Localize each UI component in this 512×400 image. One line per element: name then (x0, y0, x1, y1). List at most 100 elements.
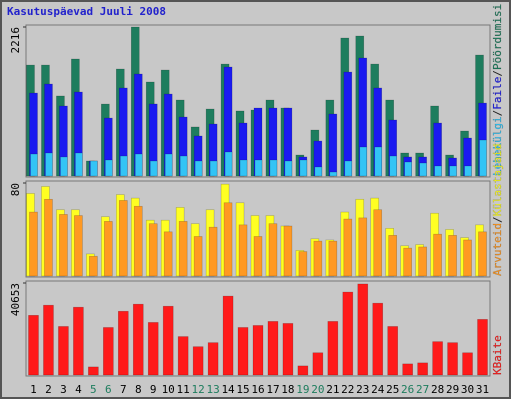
bar (90, 160, 98, 177)
legend-label: Faile (491, 77, 504, 110)
bar (254, 159, 263, 177)
bar (253, 236, 263, 277)
legend-separator: / (491, 110, 504, 117)
bar (314, 166, 323, 177)
bar (209, 160, 218, 177)
bar (207, 342, 219, 376)
bar (105, 159, 113, 177)
bar (73, 306, 84, 376)
bar (224, 151, 233, 177)
x-tick-label: 7 (120, 383, 127, 396)
bar (44, 198, 53, 277)
bar (118, 200, 128, 277)
x-tick-label: 28 (431, 383, 444, 396)
bar (448, 235, 457, 277)
bar (312, 352, 324, 376)
bar (327, 321, 339, 376)
bar (344, 160, 353, 177)
bar (359, 146, 368, 177)
bar (478, 231, 487, 277)
bar (58, 326, 69, 376)
bar (328, 113, 338, 177)
bar (284, 160, 293, 177)
bar (374, 146, 383, 177)
bar (268, 223, 278, 277)
bar (117, 310, 129, 376)
y-tick-label: 80 (9, 183, 22, 196)
bar (462, 352, 473, 376)
bar (449, 165, 457, 177)
x-tick-label: 12 (192, 383, 205, 396)
x-tick-label: 19 (296, 383, 309, 396)
bar (479, 139, 487, 177)
bar (329, 171, 338, 177)
bar (298, 251, 308, 277)
x-tick-label: 23 (356, 383, 369, 396)
legend: KBaite (491, 335, 504, 375)
legend-separator: / (491, 216, 504, 223)
bar (59, 214, 68, 277)
x-tick-label: 20 (311, 383, 324, 396)
bar (343, 71, 353, 177)
legend-label: KBaite (491, 335, 504, 375)
bar (269, 159, 278, 177)
bar (328, 240, 338, 277)
bar (45, 152, 53, 177)
bar (388, 235, 398, 277)
bar (238, 224, 248, 277)
bar (89, 255, 98, 277)
legend-label: Lehekülgi (491, 116, 504, 176)
legend-separator: / (491, 70, 504, 77)
bar (119, 155, 128, 177)
bar (387, 326, 399, 376)
x-tick-label: 26 (401, 383, 414, 396)
bar (447, 342, 458, 376)
bar (343, 218, 353, 277)
bar (223, 202, 233, 277)
bar (417, 362, 428, 376)
x-tick-label: 4 (75, 383, 82, 396)
bar (149, 160, 158, 177)
bar (404, 161, 412, 177)
bar (192, 346, 204, 376)
bar (104, 221, 113, 277)
x-tick-label: 1 (30, 383, 37, 396)
bar (463, 239, 472, 277)
x-tick-label: 3 (60, 383, 67, 396)
y-tick-label: 40653 (9, 283, 22, 316)
bar (477, 319, 488, 376)
bar (419, 162, 427, 177)
bar (30, 153, 38, 177)
bar (464, 165, 472, 177)
x-tick-label: 13 (206, 383, 219, 396)
bar (208, 226, 218, 277)
bar (163, 231, 173, 277)
bar (75, 152, 83, 177)
bar (434, 165, 442, 177)
bar (103, 327, 114, 376)
bar (357, 283, 369, 376)
x-tick-label: 31 (476, 383, 489, 396)
legend-label: Arvuteid (491, 223, 504, 276)
bar (177, 336, 189, 376)
bar (313, 240, 323, 277)
bar (148, 223, 158, 277)
bar (372, 302, 384, 376)
x-tick-label: 18 (281, 383, 294, 396)
x-tick-label: 17 (266, 383, 279, 396)
bar (297, 365, 309, 376)
x-tick-label: 8 (135, 383, 142, 396)
bar (252, 325, 264, 376)
bar (29, 211, 38, 277)
x-tick-label: 14 (221, 383, 235, 396)
x-tick-label: 2 (45, 383, 52, 396)
chart-title: Kasutuspäevad Juuli 2008 (7, 5, 166, 18)
bar (402, 363, 413, 376)
bar (164, 153, 173, 177)
x-tick-label: 30 (461, 383, 474, 396)
bar (162, 305, 174, 376)
x-tick-label: 6 (105, 383, 112, 396)
bar (193, 236, 203, 277)
